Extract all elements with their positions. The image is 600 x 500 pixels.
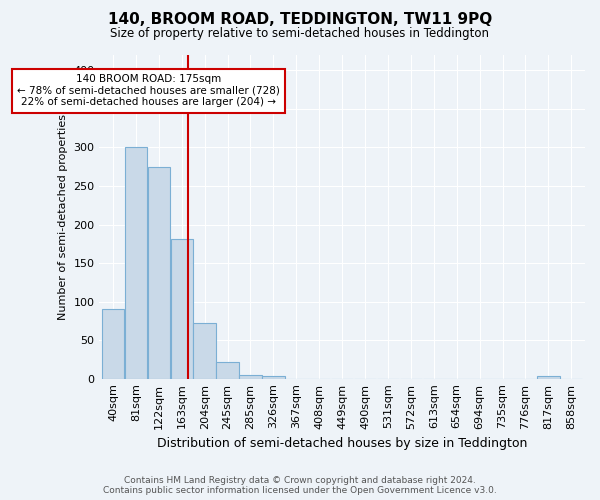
Bar [170,239,193,378]
Y-axis label: Number of semi-detached properties: Number of semi-detached properties [58,114,68,320]
Bar [262,376,284,378]
Bar [193,323,216,378]
Text: Size of property relative to semi-detached houses in Teddington: Size of property relative to semi-detach… [110,28,490,40]
Bar [537,376,560,378]
Bar [102,310,124,378]
Bar [125,148,147,378]
Bar [148,166,170,378]
Text: 140, BROOM ROAD, TEDDINGTON, TW11 9PQ: 140, BROOM ROAD, TEDDINGTON, TW11 9PQ [108,12,492,28]
X-axis label: Distribution of semi-detached houses by size in Teddington: Distribution of semi-detached houses by … [157,437,527,450]
Bar [217,362,239,378]
Text: 140 BROOM ROAD: 175sqm
← 78% of semi-detached houses are smaller (728)
22% of se: 140 BROOM ROAD: 175sqm ← 78% of semi-det… [17,74,280,108]
Bar [239,375,262,378]
Text: Contains HM Land Registry data © Crown copyright and database right 2024.
Contai: Contains HM Land Registry data © Crown c… [103,476,497,495]
